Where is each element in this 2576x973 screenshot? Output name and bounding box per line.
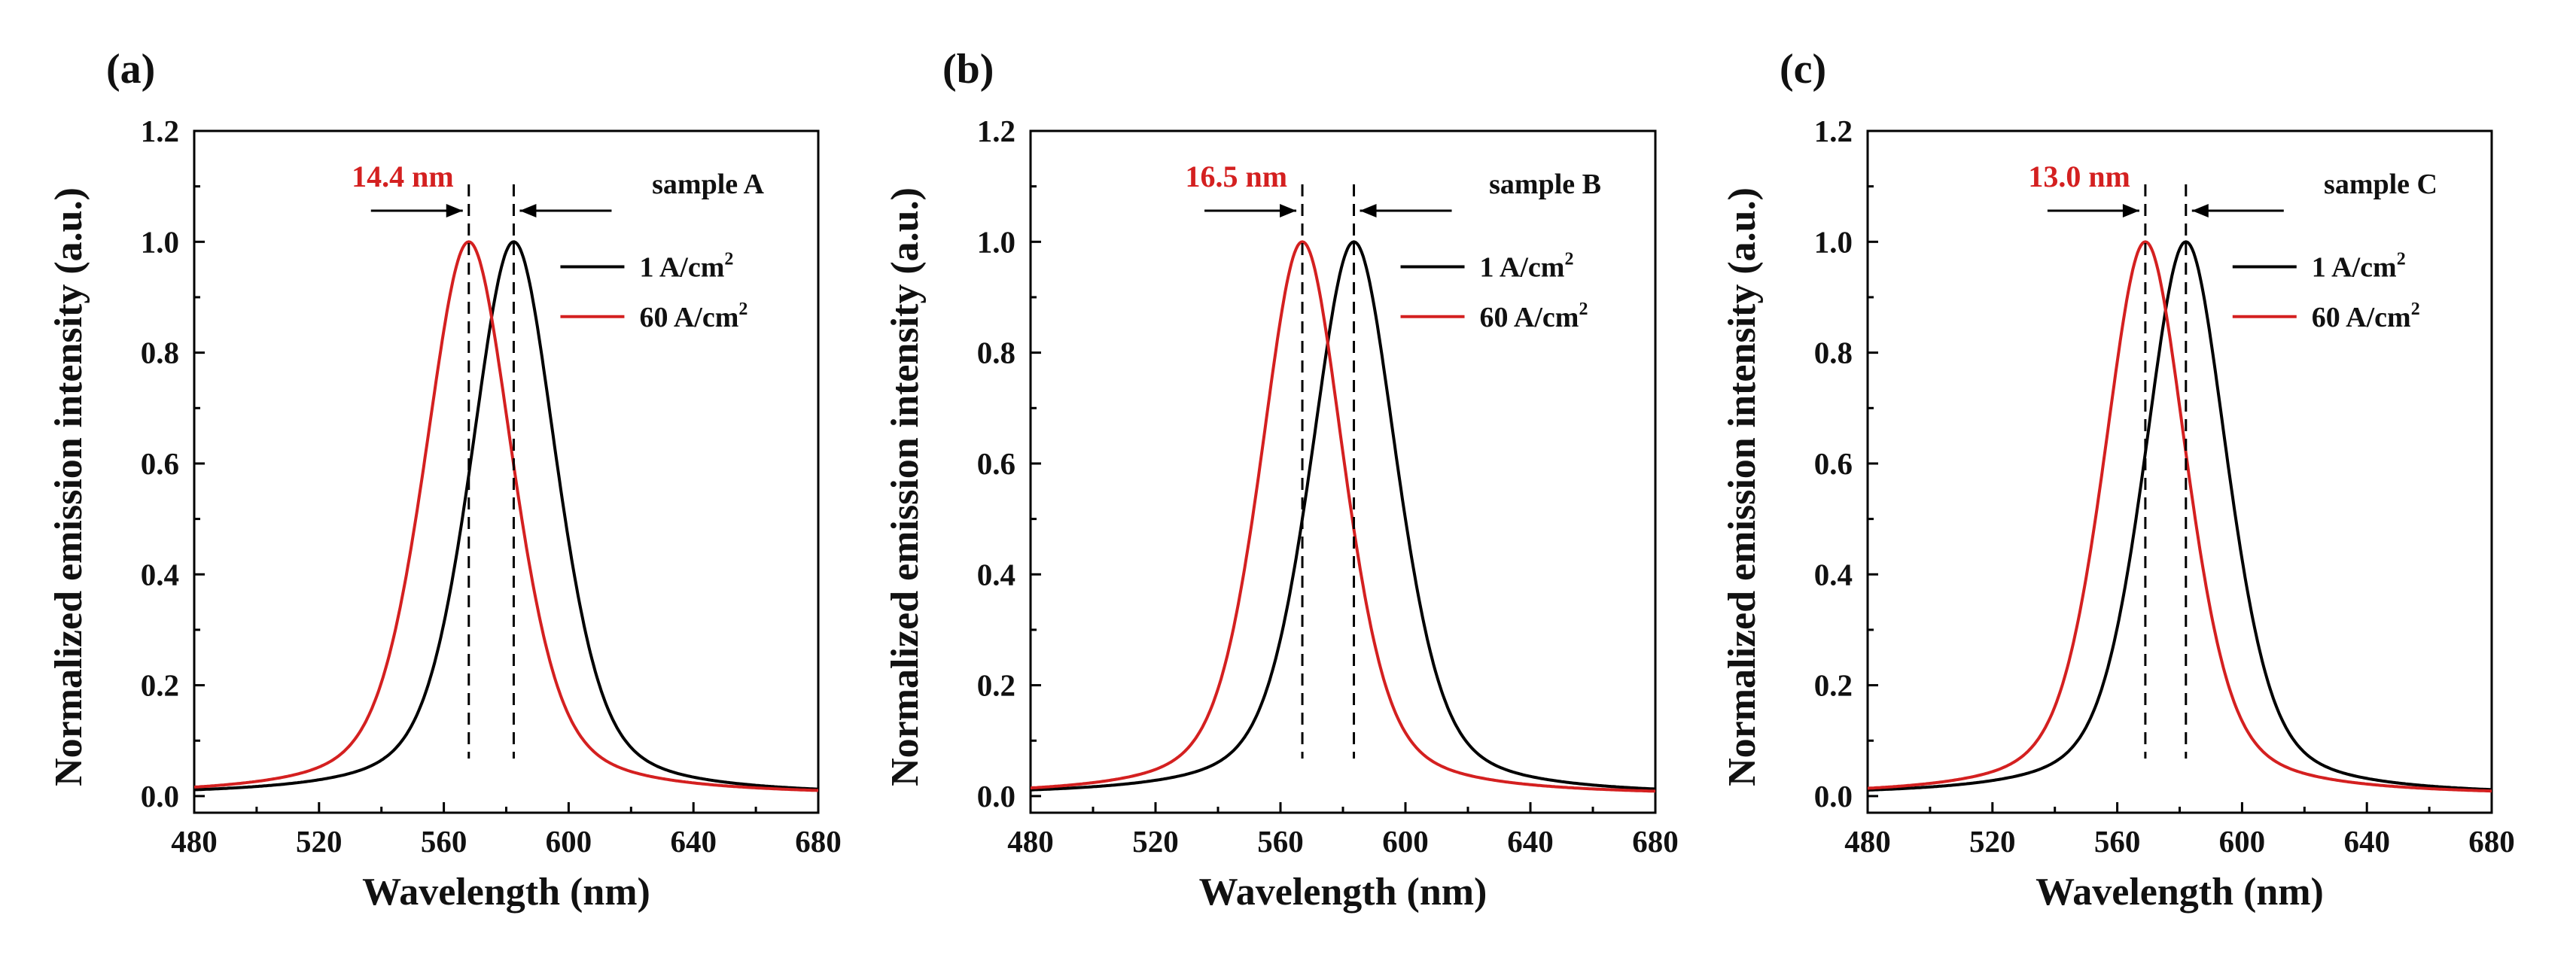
y-tick-label: 0.6 [1814,446,1853,481]
x-tick-label: 640 [670,824,717,859]
x-tick-label: 560 [1257,824,1304,859]
x-tick-label: 520 [1969,824,2016,859]
chart-panel-3: 480 520 560 600 640 680 0.0 0.2 0.4 0.6 0.8 1.0 1.2 W… [1721,46,2515,914]
legend-entry: 1 A/cm2 [1480,249,1574,283]
series-line-low-current [1031,240,1655,792]
x-tick-label: 680 [1632,824,1679,859]
legend-entry: 1 A/cm2 [2312,249,2406,283]
y-axis-title: Normalized emission intensity (a.u.) [47,187,90,786]
shift-arrow-left-head [1280,204,1297,217]
x-tick-label: 600 [1382,824,1429,859]
sample-label: sample B [1489,169,1601,200]
plot-frame [193,129,820,814]
y-tick-label: 0.0 [141,779,179,813]
y-tick-label: 0.2 [977,668,1015,703]
sample-label: sample A [652,169,764,200]
y-tick-label: 1.2 [141,114,179,148]
y-tick-label: 0.8 [141,336,179,370]
y-tick-label: 0.2 [141,668,179,703]
series-line-high-current [1868,240,2492,793]
legend-superscript: 2 [2411,300,2420,319]
legend-superscript: 2 [724,249,733,269]
series-line-high-current [194,240,818,792]
x-tick-label: 560 [2094,824,2141,859]
y-tick-label: 0.4 [977,557,1015,591]
chart-panel-2: 480 520 560 600 640 680 0.0 0.2 0.4 0.6 0.8 1.0 1.2 W… [884,46,1679,914]
legend-superscript: 2 [2397,249,2406,269]
peak-shift-label: 16.5 nm [1185,160,1287,193]
x-axis-title: Wavelength (nm) [362,871,650,914]
legend-entry: 1 A/cm2 [639,249,733,283]
x-tick-label: 640 [2343,824,2390,859]
chart-panel-1: 480 520 560 600 640 680 0.0 0.2 0.4 0.6 0.8 1.0 1.2 W… [47,46,842,914]
x-tick-label: 680 [795,824,842,859]
y-tick-label: 1.2 [1814,114,1853,148]
x-tick-label: 480 [171,824,218,859]
y-tick-label: 0.0 [1814,779,1853,813]
y-tick-label: 1.0 [977,224,1015,259]
shift-arrow-left-head [446,204,463,217]
y-axis-title: Normalized emission intensity (a.u.) [1721,187,1764,786]
legend-superscript: 2 [1564,249,1573,269]
shift-arrow-right-head [1360,204,1377,217]
y-tick-label: 0.8 [977,336,1015,370]
x-tick-label: 600 [546,824,592,859]
y-tick-label: 0.4 [1814,557,1853,591]
y-axis-title: Normalized emission intensity (a.u.) [884,187,927,786]
y-tick-label: 0.4 [141,557,179,591]
shift-arrow-right-head [519,204,537,217]
legend-entry: 60 A/cm2 [1480,300,1588,333]
x-tick-label: 680 [2468,824,2515,859]
plot-frame [1866,129,2493,814]
legend-superscript: 2 [1579,300,1588,319]
y-tick-label: 0.6 [141,446,179,481]
x-tick-label: 480 [1007,824,1054,859]
plot-frame [1029,129,1657,814]
y-tick-label: 0.6 [977,446,1015,481]
x-tick-label: 520 [1132,824,1179,859]
peak-shift-label: 14.4 nm [352,160,454,193]
x-tick-label: 640 [1507,824,1554,859]
panel-label: (b) [942,46,994,93]
legend-entry: 60 A/cm2 [2312,300,2420,333]
x-tick-label: 600 [2219,824,2266,859]
shift-arrow-right-head [2191,204,2209,217]
y-tick-label: 1.0 [1814,224,1853,259]
legend-entry: 60 A/cm2 [639,300,748,333]
peak-shift-label: 13.0 nm [2028,160,2130,193]
y-tick-label: 0.2 [1814,668,1853,703]
panel-label: (a) [106,46,155,93]
x-tick-label: 520 [296,824,343,859]
panel-label: (c) [1780,46,1826,93]
x-tick-label: 560 [421,824,467,859]
legend-superscript: 2 [738,300,748,319]
y-tick-label: 1.2 [977,114,1015,148]
series-line-low-current [1868,240,2492,792]
y-tick-label: 0.0 [977,779,1015,813]
y-tick-label: 0.8 [1814,336,1853,370]
series-line-high-current [1031,240,1655,793]
x-axis-title: Wavelength (nm) [1199,871,1487,914]
y-tick-label: 1.0 [141,224,179,259]
x-tick-label: 480 [1844,824,1891,859]
sample-label: sample C [2324,169,2437,200]
x-axis-title: Wavelength (nm) [2036,871,2324,914]
shift-arrow-left-head [2122,204,2139,217]
series-line-low-current [194,240,818,792]
